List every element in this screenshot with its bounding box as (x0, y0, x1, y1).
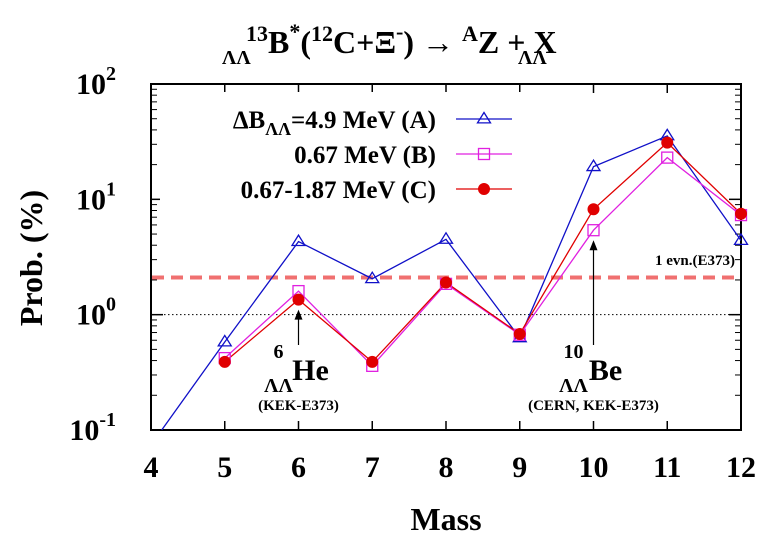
series-0-point-10 (585, 158, 602, 172)
svg-text:13B*(12C+Ξ-) → AZ + X: 13B*(12C+Ξ-) → AZ + X (246, 19, 557, 60)
title-sup-12: 12 (311, 21, 333, 46)
title-arrow: → (414, 24, 462, 60)
series-0-point-12 (733, 232, 749, 246)
series-2-point-6 (292, 293, 305, 306)
series-2-point-10 (587, 203, 600, 216)
series-2-point-11 (661, 136, 674, 149)
legend-label-a: ΔBΛΛ=4.9 MeV (A) (233, 107, 436, 139)
annotation-arrowhead-1 (589, 240, 598, 251)
axis-ticks: 4 5 6 7 8 9 10 11 12 102 101 100 10-1 (69, 63, 756, 484)
series-2-point-9 (513, 327, 526, 340)
data-series (160, 135, 741, 430)
title-c-xi: C+Ξ (333, 24, 396, 60)
annotation-main-1: Be (589, 354, 622, 387)
legend: ΔBΛΛ=4.9 MeV (A) 0.67 MeV (B) 0.67-1.87 … (160, 92, 530, 222)
series-0-point-6 (290, 233, 307, 247)
legend-sample-marker-2 (478, 183, 490, 195)
legend-label-a-text: =4.9 MeV (A) (291, 107, 436, 134)
x-tick-label-9: 9 (512, 451, 527, 484)
title-sup-a: A (462, 21, 478, 46)
legend-label-b: 0.67 MeV (B) (294, 142, 436, 169)
series-line-0 (160, 135, 741, 430)
annotation-note-1: (CERN, KEK-E373) (528, 398, 659, 414)
title-minus: - (396, 19, 403, 44)
legend-sample-marker-1 (477, 147, 491, 161)
title-sup-13: 13 (246, 21, 268, 46)
annotation-main-0: He (292, 354, 329, 387)
annotation-sub-1: ΛΛ (559, 375, 588, 397)
title-b: B (268, 24, 289, 60)
title-sub-ll: ΛΛ (222, 47, 251, 69)
series-line-1 (224, 156, 741, 367)
legend-label-a-sub: ΛΛ (265, 119, 291, 139)
annotation-sup-1: 10 (564, 341, 584, 363)
title-star: * (289, 19, 300, 44)
legend-sample-marker-0 (476, 111, 492, 124)
x-tick-label-4: 4 (144, 451, 159, 484)
y-tick-label-1: 101 (76, 178, 116, 216)
reference-line-label: 1 evn.(E373) (655, 253, 735, 269)
title-z: Z + X (478, 24, 557, 60)
series-2-point-12 (735, 207, 747, 220)
series-0-point-7 (364, 270, 380, 284)
chart-title: 13B*(12C+Ξ-) → AZ + X ΛΛ ΛΛ (222, 19, 557, 69)
series-0-point-5 (217, 334, 233, 347)
series-2-point-8 (440, 276, 452, 289)
title-sub-ll-2: ΛΛ (518, 47, 547, 69)
x-axis-label: Mass (410, 501, 481, 537)
x-tick-label-10: 10 (579, 451, 609, 484)
data-markers (217, 128, 749, 372)
x-tick-label-8: 8 (439, 451, 454, 484)
legend-label-a-prefix: ΔB (233, 107, 265, 134)
annotation-note-0: (KEK-E373) (258, 398, 339, 414)
series-1-point-11 (661, 151, 674, 164)
x-tick-label-5: 5 (217, 451, 232, 484)
series-line-2 (224, 141, 741, 363)
annotation-arrowhead-0 (294, 309, 303, 320)
legend-label-c: 0.67-1.87 MeV (C) (241, 177, 436, 204)
series-0-point-8 (438, 231, 454, 244)
y-tick-label-3: 10-1 (69, 409, 116, 447)
title-paren-open: ( (300, 24, 311, 60)
annotation-sup-0: 6 (274, 341, 284, 363)
series-2-point-5 (218, 355, 231, 368)
y-axis-label: Prob. (%) (13, 190, 49, 326)
title-paren-close: ) (403, 24, 414, 60)
series-2-point-7 (366, 355, 379, 368)
x-tick-label-11: 11 (653, 451, 681, 484)
annotation-sub-0: ΛΛ (264, 375, 293, 397)
x-tick-label-7: 7 (365, 451, 380, 484)
series-1-point-10 (587, 224, 600, 237)
x-tick-label-12: 12 (726, 451, 756, 484)
y-tick-label-0: 102 (76, 63, 116, 101)
y-tick-label-2: 100 (76, 294, 116, 332)
x-tick-label-6: 6 (291, 451, 306, 484)
